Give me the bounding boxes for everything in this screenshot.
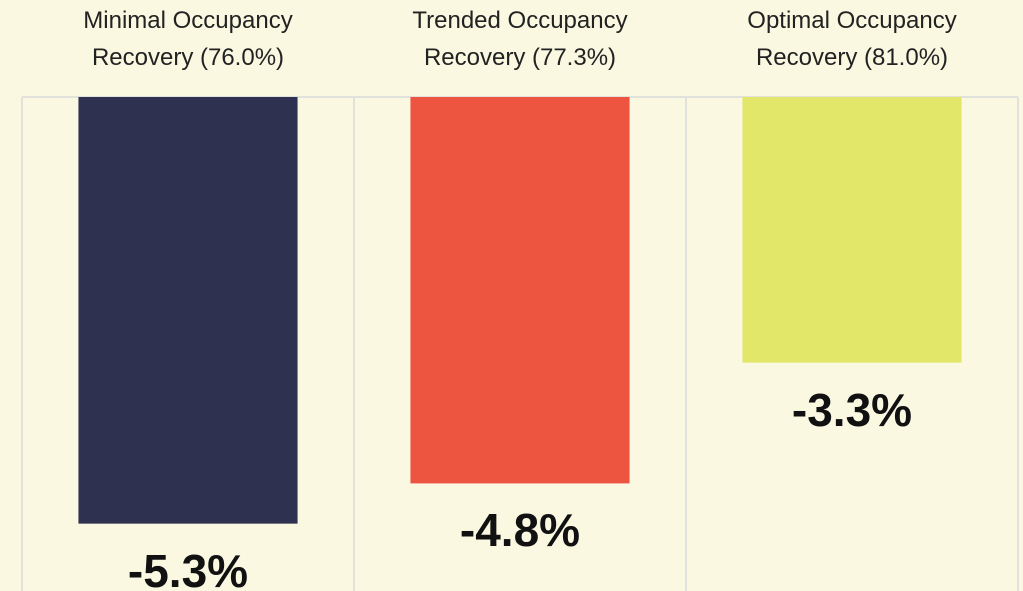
value-label: -3.3% bbox=[791, 383, 913, 436]
bar bbox=[742, 97, 962, 363]
value-label: -5.3% bbox=[127, 544, 249, 591]
category-label: Minimal Occupancy Recovery (76.0%) bbox=[83, 7, 293, 71]
category-label: Optimal Occupancy Recovery (81.0%) bbox=[747, 7, 957, 71]
bar bbox=[410, 97, 630, 484]
bar bbox=[78, 97, 298, 524]
value-label: -4.8% bbox=[459, 504, 581, 557]
category-label: Trended Occupancy Recovery (77.3%) bbox=[412, 7, 628, 71]
